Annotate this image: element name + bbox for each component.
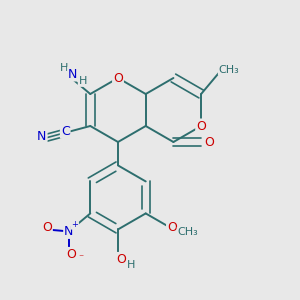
Text: CH₃: CH₃ bbox=[219, 64, 239, 75]
Text: O: O bbox=[113, 71, 123, 85]
Text: O: O bbox=[205, 136, 214, 148]
Text: N: N bbox=[64, 225, 74, 238]
Text: N: N bbox=[68, 68, 77, 80]
Text: O: O bbox=[167, 221, 177, 234]
Text: ⁻: ⁻ bbox=[78, 254, 83, 263]
Text: O: O bbox=[42, 221, 52, 234]
Text: N: N bbox=[37, 130, 46, 143]
Text: H: H bbox=[60, 63, 68, 73]
Text: C: C bbox=[61, 125, 70, 138]
Text: O: O bbox=[66, 248, 76, 261]
Text: CH₃: CH₃ bbox=[178, 227, 198, 237]
Text: O: O bbox=[116, 253, 126, 266]
Text: O: O bbox=[196, 119, 206, 133]
Text: H: H bbox=[79, 76, 87, 86]
Text: H: H bbox=[127, 260, 135, 270]
Text: +: + bbox=[71, 220, 78, 229]
